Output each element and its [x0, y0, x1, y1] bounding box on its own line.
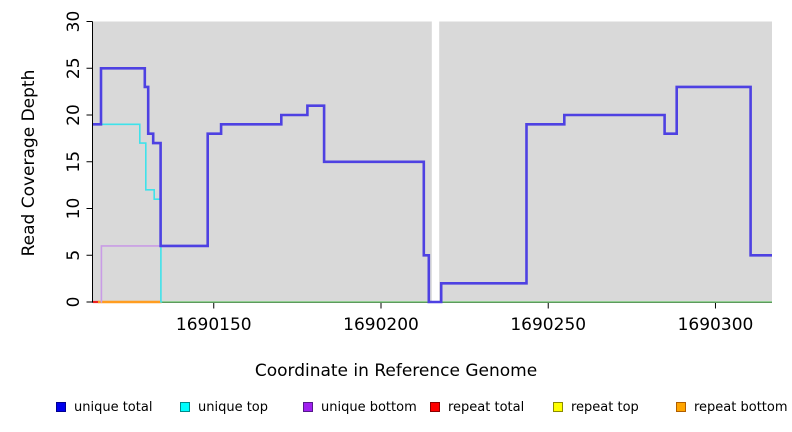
- legend-label: unique bottom: [321, 399, 417, 415]
- x-tick-label: 1690150: [176, 315, 252, 335]
- y-tick-label: 5: [64, 250, 84, 261]
- legend-item-repeat-total: repeat total: [430, 398, 524, 416]
- legend-swatch-unique-total: [56, 402, 66, 412]
- legend-label: repeat bottom: [694, 399, 788, 415]
- x-tick-label: 1690200: [343, 315, 419, 335]
- legend-label: unique total: [74, 399, 153, 415]
- legend-label: repeat total: [448, 399, 525, 415]
- coverage-gap-band: [431, 21, 440, 302]
- series-unique-bottom-line: [100, 245, 162, 303]
- y-tick-label: 0: [64, 297, 84, 308]
- y-tick-label: 15: [64, 151, 84, 173]
- legend-item-unique-bottom: unique bottom: [303, 398, 417, 416]
- x-tick-label: 1690300: [678, 315, 754, 335]
- x-tick-label: 1690250: [510, 315, 586, 335]
- legend-swatch-unique-top: [180, 402, 190, 412]
- y-tick-label: 25: [64, 57, 84, 79]
- legend-swatch-repeat-total: [430, 402, 440, 412]
- legend-label: unique top: [198, 399, 269, 415]
- x-axis-title: Coordinate in Reference Genome: [254, 361, 538, 381]
- series-unique-total-line: [93, 67, 772, 304]
- y-axis-title: Read Coverage Depth: [19, 69, 39, 257]
- legend-item-repeat-bottom: repeat bottom: [676, 398, 788, 416]
- series-unique-top-line: [93, 123, 163, 303]
- legend-item-repeat-top: repeat top: [553, 398, 639, 416]
- y-tick-label: 30: [64, 11, 84, 33]
- legend: unique total unique top unique bottom repea…: [0, 398, 792, 422]
- legend-item-unique-top: unique top: [180, 398, 268, 416]
- legend-swatch-unique-bottom: [303, 402, 313, 412]
- y-tick-label: 20: [64, 104, 84, 126]
- legend-item-unique-total: unique total: [56, 398, 152, 416]
- legend-label: repeat top: [571, 399, 639, 415]
- legend-swatch-repeat-top: [553, 402, 563, 412]
- legend-swatch-repeat-bottom: [676, 402, 686, 412]
- y-tick-label: 10: [64, 198, 84, 220]
